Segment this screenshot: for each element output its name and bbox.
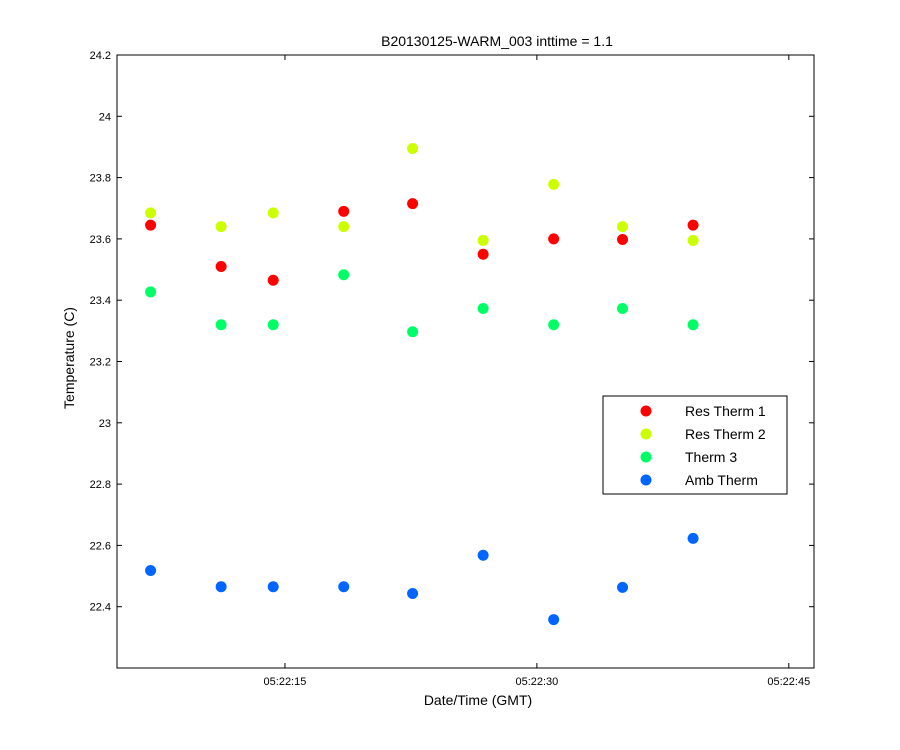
y-tick-label: 23.6 [90,234,111,246]
data-point [477,234,489,246]
data-point [338,269,350,281]
data-point [617,302,629,314]
data-point [548,178,560,190]
data-point [145,565,157,577]
data-point [267,319,279,331]
legend-marker [640,428,652,440]
chart-title: B20130125-WARM_003 inttime = 1.1 [381,33,613,49]
y-tick-label: 23 [99,418,111,430]
data-point [687,319,699,331]
data-point [215,319,227,331]
y-axis-label: Temperature (C) [61,307,77,409]
y-tick-label: 23.8 [90,173,111,185]
data-point [477,248,489,260]
y-tick-label: 22.6 [90,540,111,552]
data-point [267,581,279,593]
y-tick-label: 23.2 [90,357,111,369]
data-point [215,221,227,233]
x-tick-label: 05:22:15 [264,676,307,688]
y-tick-label: 22.4 [90,602,111,614]
y-tick-label: 23.4 [90,295,111,307]
x-axis-label: Date/Time (GMT) [424,692,532,708]
data-point [407,326,419,338]
data-point [145,219,157,231]
data-point [548,233,560,245]
data-point [477,302,489,314]
legend-marker [640,474,652,486]
data-point [338,205,350,217]
data-points [145,142,699,626]
legend-entry: Res Therm 1 [685,403,766,419]
x-tick-label: 05:22:30 [515,676,558,688]
data-point [267,207,279,219]
axis-ticks: 22.4 22.6 22.8 23 23.2 23.4 23.6 23.8 24 24.2 05:2… [90,50,814,688]
legend: Res Therm 1 Res Therm 2 Therm 3 Amb Therm [602,395,788,495]
legend-marker [640,451,652,463]
data-point [407,198,419,210]
data-point [145,207,157,219]
legend-entry: Therm 3 [685,449,737,465]
data-point [145,286,157,298]
data-point [267,274,279,286]
data-point [215,260,227,272]
data-point [477,549,489,561]
legend-entry: Amb Therm [685,472,758,488]
data-point [617,221,629,233]
data-point [617,581,629,593]
legend-box [602,395,788,495]
data-point [617,234,629,246]
y-tick-label: 22.8 [90,479,111,491]
data-point [338,221,350,233]
data-point [215,581,227,593]
plot-area [116,54,815,669]
data-point [407,142,419,154]
data-point [407,588,419,600]
x-tick-label: 05:22:45 [767,676,810,688]
data-point [687,532,699,544]
data-point [548,319,560,331]
y-tick-label: 24 [99,111,111,123]
data-point [687,234,699,246]
y-tick-label: 24.2 [90,50,111,62]
data-point [338,581,350,593]
data-point [548,614,560,626]
legend-entry: Res Therm 2 [685,426,766,442]
legend-marker [640,405,652,417]
data-point [687,219,699,231]
